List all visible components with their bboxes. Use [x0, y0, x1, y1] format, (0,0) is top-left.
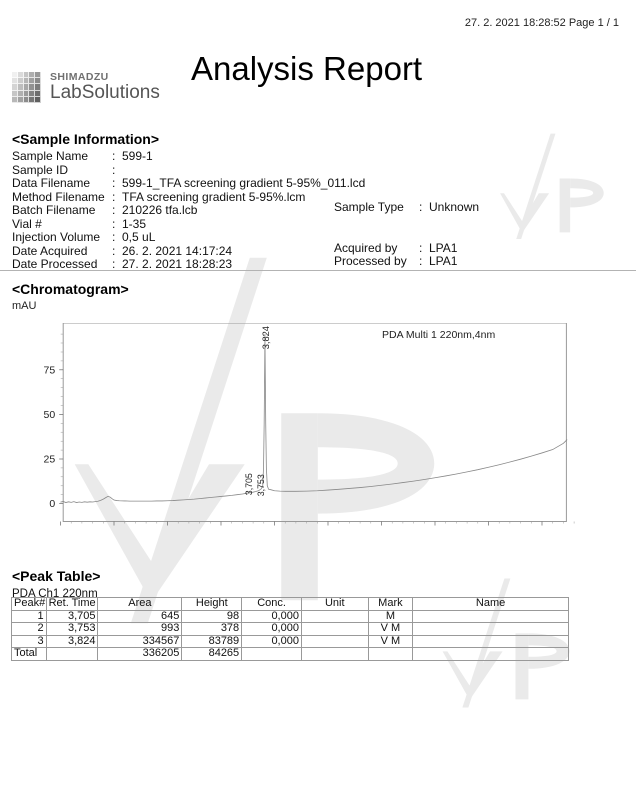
svg-text:3,753: 3,753: [256, 474, 266, 496]
svg-text:5: 5: [325, 526, 331, 527]
svg-text:50: 50: [44, 409, 56, 421]
svg-text:0: 0: [49, 498, 55, 510]
svg-text:9: 9: [539, 526, 545, 527]
svg-text:75: 75: [44, 364, 56, 376]
svg-text:1: 1: [111, 526, 117, 527]
svg-text:0: 0: [58, 526, 64, 527]
svg-text:2: 2: [165, 526, 171, 527]
svg-text:6: 6: [379, 526, 385, 527]
svg-text:7: 7: [432, 526, 438, 527]
svg-text:8: 8: [486, 526, 492, 527]
svg-text:3,824: 3,824: [261, 326, 271, 349]
svg-text:4: 4: [272, 526, 278, 527]
svg-text:PDA Multi 1 220nm,4nm: PDA Multi 1 220nm,4nm: [382, 329, 495, 341]
svg-text:3,705: 3,705: [244, 473, 254, 495]
svg-text:25: 25: [44, 454, 56, 466]
svg-text:3: 3: [218, 526, 224, 527]
